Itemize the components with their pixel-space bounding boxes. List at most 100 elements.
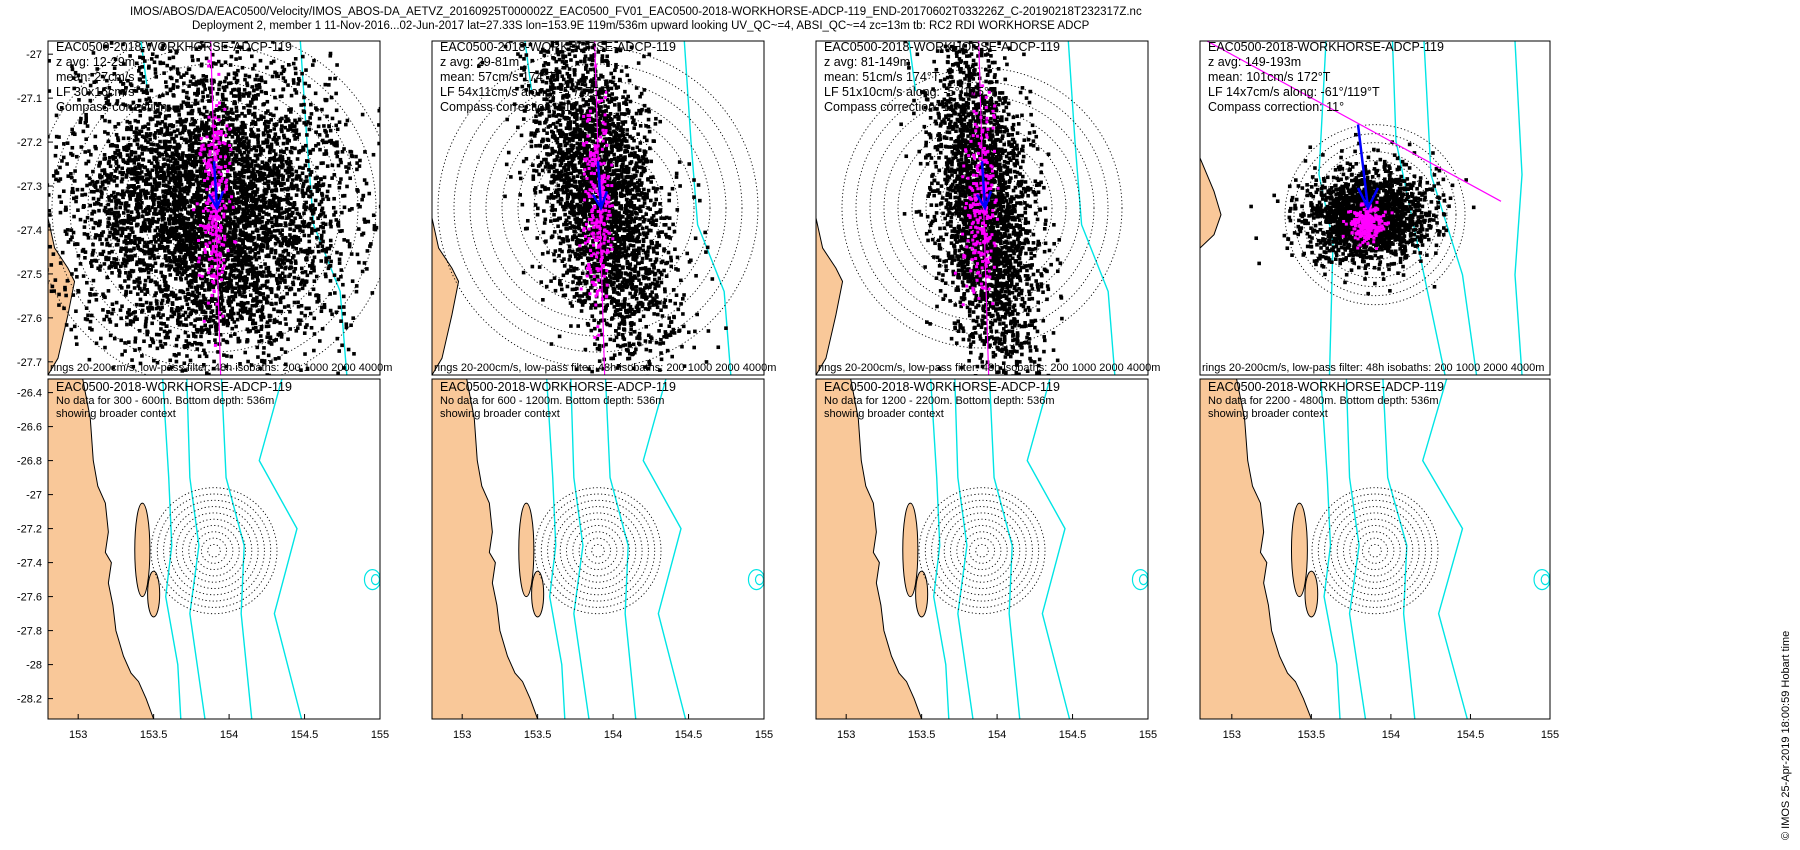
panel-info-line: z avg: 149-193m xyxy=(1208,55,1301,69)
axes-frame xyxy=(815,378,1149,720)
panel-info-line: Compass correction: 11° xyxy=(824,100,960,114)
speed-ring xyxy=(841,67,1123,349)
speed-ring xyxy=(156,493,272,608)
speed-ring xyxy=(501,111,695,305)
x-tick-label: 155 xyxy=(1139,729,1157,741)
panel-info-line: LF 54x11cm/s along: -5°/175°T xyxy=(440,85,612,99)
speed-ring xyxy=(188,525,240,577)
panel-info-line: z avg: 12-29m xyxy=(56,55,135,69)
panel-title: EAC0500-2018-WORKHORSE-ADCP-119 xyxy=(1208,380,1444,394)
x-tick-label: 153.5 xyxy=(140,729,168,741)
speed-ring xyxy=(175,512,253,589)
y-tick-label: -27.2 xyxy=(17,524,42,536)
panel-info-line: showing broader context xyxy=(1208,408,1328,420)
speed-ring xyxy=(566,518,630,583)
y-tick-label: -27 xyxy=(26,49,42,61)
speed-ring xyxy=(584,537,612,564)
island xyxy=(1290,502,1308,598)
speed-ring xyxy=(962,531,1002,571)
speed-ring xyxy=(950,518,1014,583)
speed-ring xyxy=(51,45,377,371)
panel-info-line: LF 51x10cm/s along: -5°/175°T xyxy=(824,85,997,99)
principal-axis-line xyxy=(1206,41,1502,202)
panel-info-line: showing broader context xyxy=(440,408,560,420)
isobath-contour xyxy=(1382,379,1416,719)
panel-info-line: No data for 300 - 600m. Bottom depth: 53… xyxy=(56,395,274,407)
panel-info-line: mean: 27cm/s xyxy=(56,70,135,84)
panel-title: EAC0500-2018-WORKHORSE-ADCP-119 xyxy=(440,380,676,394)
speed-ring xyxy=(1284,124,1466,306)
panel-info-line: z avg: 81-149m xyxy=(824,55,910,69)
y-tick-label: -27.7 xyxy=(17,357,42,369)
speed-ring xyxy=(182,518,246,583)
speed-ring xyxy=(169,506,259,596)
speed-ring xyxy=(69,63,359,353)
y-tick-label: -27.5 xyxy=(17,269,42,281)
y-tick-label: -27 xyxy=(26,490,42,502)
isobath-contour xyxy=(1345,379,1367,719)
y-tick-label: -27.2 xyxy=(17,137,42,149)
panel-info-line: No data for 2200 - 4800m. Bottom depth: … xyxy=(1208,395,1439,407)
panel-title: EAC0500-2018-WORKHORSE-ADCP-119 xyxy=(56,380,292,394)
panel-info-line: No data for 1200 - 2200m. Bottom depth: … xyxy=(824,395,1055,407)
isobath-contour xyxy=(258,379,303,719)
isobath-contour xyxy=(545,379,566,719)
speed-ring xyxy=(87,81,341,335)
land-mass xyxy=(816,217,844,375)
panel-footer-note: rings 20-200cm/s, low-pass filter: 48h i… xyxy=(50,362,392,374)
timestamp-credit: © IMOS 25-Apr-2019 18:00:59 Hobart time xyxy=(1780,630,1792,840)
y-tick-label: -26.4 xyxy=(17,388,42,400)
speed-ring xyxy=(924,493,1040,608)
island xyxy=(1304,570,1319,618)
speed-ring xyxy=(163,499,265,602)
x-tick-label: 155 xyxy=(755,729,773,741)
land-mass xyxy=(432,217,460,375)
speed-ring xyxy=(437,47,759,369)
speed-ring xyxy=(918,487,1046,615)
land-mass xyxy=(48,217,76,375)
y-tick-label: -26.8 xyxy=(17,456,42,468)
isobath-contour xyxy=(988,379,1021,719)
y-tick-label: -27.4 xyxy=(17,558,42,570)
isobath-contour xyxy=(929,379,950,719)
seamount-contour xyxy=(1131,569,1148,591)
y-tick-label: -27.6 xyxy=(17,313,42,325)
panel-title: EAC0500-2018-WORKHORSE-ADCP-119 xyxy=(824,380,1060,394)
x-tick-label: 154.5 xyxy=(675,729,703,741)
speed-ring xyxy=(883,109,1081,307)
isobath-contour xyxy=(1423,41,1478,375)
speed-ring xyxy=(150,487,278,615)
x-tick-label: 155 xyxy=(1541,729,1559,741)
isobath-contour xyxy=(220,379,253,719)
x-tick-label: 154 xyxy=(220,729,238,741)
mean-velocity-arrow xyxy=(207,161,225,211)
y-tick-label: -27.8 xyxy=(17,626,42,638)
panel-info-line: Compass correction: 11° xyxy=(1208,100,1344,114)
speed-ring xyxy=(572,525,624,577)
speed-ring xyxy=(956,525,1008,577)
panel-info-line: showing broader context xyxy=(56,408,176,420)
speed-ring xyxy=(540,493,656,608)
isobath-contour xyxy=(908,41,917,92)
speed-ring xyxy=(1330,506,1420,596)
panel-info-line: z avg: 29-81m xyxy=(440,55,519,69)
panel-info-line: LF 30x16cm/s xyxy=(56,85,135,99)
speed-ring xyxy=(931,499,1033,602)
seamount-contour xyxy=(1533,569,1550,591)
speed-ring xyxy=(1336,512,1414,589)
x-tick-label: 154.5 xyxy=(1059,729,1087,741)
speed-ring xyxy=(453,63,743,353)
speed-ring xyxy=(855,81,1109,335)
speed-ring xyxy=(200,537,228,564)
mean-velocity-arrow xyxy=(975,161,993,211)
panel-title: EAC0500-2018-WORKHORSE-ADCP-119 xyxy=(1208,40,1444,54)
x-tick-label: 154 xyxy=(988,729,1006,741)
axes-frame xyxy=(815,40,1149,376)
speed-ring xyxy=(968,537,996,564)
x-tick-label: 153 xyxy=(69,729,87,741)
land-mass xyxy=(432,379,539,719)
